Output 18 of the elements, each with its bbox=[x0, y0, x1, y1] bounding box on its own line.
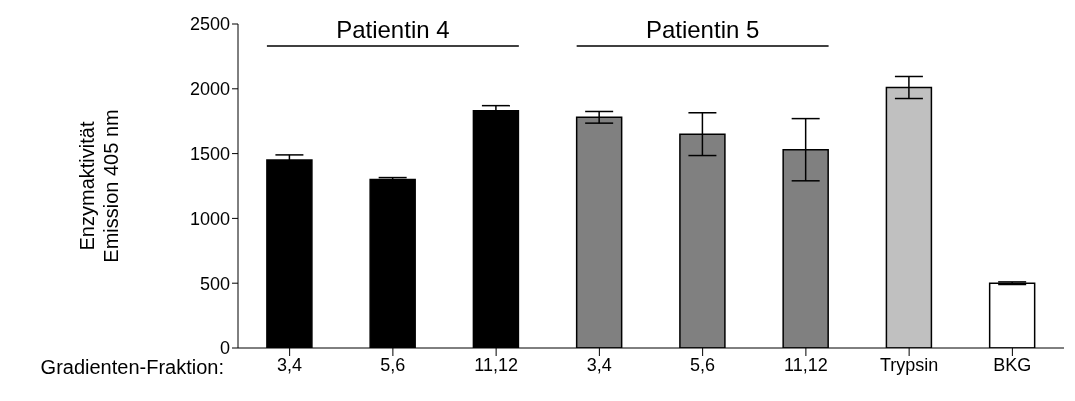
x-tick-label: 3,4 bbox=[586, 354, 612, 375]
x-tick-label: 5,6 bbox=[690, 354, 716, 375]
y-axis-title: Enzymaktivität Emission 405 nm bbox=[76, 109, 122, 263]
x-tick-label: 11,12 bbox=[784, 354, 828, 375]
y-tick-label: 2500 bbox=[189, 14, 230, 35]
x-tick-label: 3,4 bbox=[277, 354, 303, 375]
y-tick-label: 1500 bbox=[189, 143, 230, 164]
y-tick-label: 0 bbox=[219, 338, 230, 359]
y-tick-label: 500 bbox=[199, 273, 230, 294]
annotation: Patientin 4 bbox=[336, 16, 450, 43]
x-axis-title: Gradienten-Fraktion: bbox=[40, 356, 224, 378]
x-tick-label: Trypsin bbox=[879, 354, 939, 375]
y-tick-label: 2000 bbox=[189, 79, 230, 100]
x-tick-label: BKG bbox=[993, 354, 1032, 375]
x-tick-label: 11,12 bbox=[474, 354, 518, 375]
y-tick-label: 1000 bbox=[189, 208, 230, 229]
annotation: Patientin 5 bbox=[645, 16, 760, 43]
x-tick-label: 5,6 bbox=[380, 354, 406, 375]
